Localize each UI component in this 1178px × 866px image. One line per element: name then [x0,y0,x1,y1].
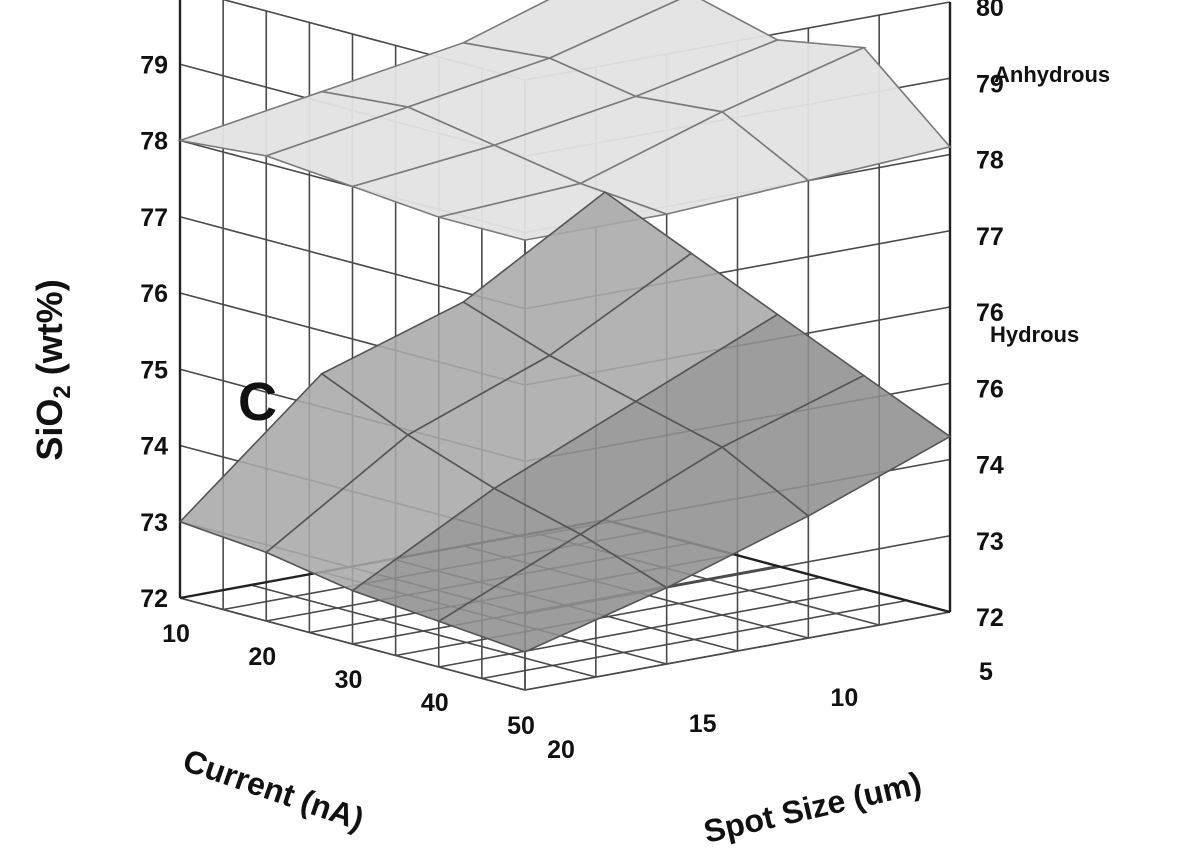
y-tick-right: 79 [976,70,1004,98]
surface-anhydrous [176,0,952,241]
y-axis-title-sub: 2 [49,385,76,398]
y-axis-title-main: SiO [29,399,70,461]
current-tick: 50 [507,712,535,740]
series-label-hydrous: Hydrous [990,322,1079,347]
y-tick-left: 76 [140,280,168,308]
y-tick-right: 76 [976,375,1004,403]
series-label-anhydrous: Anhydrous [994,62,1110,87]
current-tick: 30 [335,666,363,694]
spot-tick: 10 [830,684,858,712]
y-tick-right: 78 [976,147,1004,175]
floor-gridline [250,584,597,678]
current-axis-title: Current (nA) [179,742,369,837]
ticks: 72 73 74 75 76 77 78 79 80 72 73 74 76 76 77 78 79 80 10 20… [140,0,1004,764]
y-tick-left: 72 [140,585,168,613]
y-tick-left: 80 [140,0,168,3]
spot-tick: 15 [689,710,717,738]
spot-axis-title: Spot Size (um) [700,765,925,850]
current-tick: 40 [421,689,449,717]
y-tick-left: 79 [140,51,168,79]
y-tick-right: 76 [976,299,1004,327]
panel-label: C [238,372,277,432]
y-tick-right: 77 [976,223,1004,251]
current-tick: 10 [162,620,190,648]
y-axis-title: SiO2 (wt%) [29,279,76,460]
y-tick-left: 78 [140,128,168,156]
floor-gridline [179,597,526,691]
spot-tick: 5 [979,658,993,686]
y-tick-left: 74 [140,433,168,461]
surfaces [176,0,952,653]
spot-tick: 20 [547,736,575,764]
y-tick-right: 74 [976,452,1004,480]
y-tick-right: 73 [976,528,1004,556]
surface-cell [436,533,669,653]
surface-hydrous [178,191,952,653]
y-tick-left: 77 [140,204,168,232]
y-axis-title-rest: (wt%) [29,279,70,385]
y-tick-right: 80 [976,0,1004,22]
y-tick-left: 75 [140,356,168,384]
y-tick-right: 72 [976,604,1004,632]
y-tick-left: 73 [140,509,168,537]
current-tick: 20 [248,643,276,671]
